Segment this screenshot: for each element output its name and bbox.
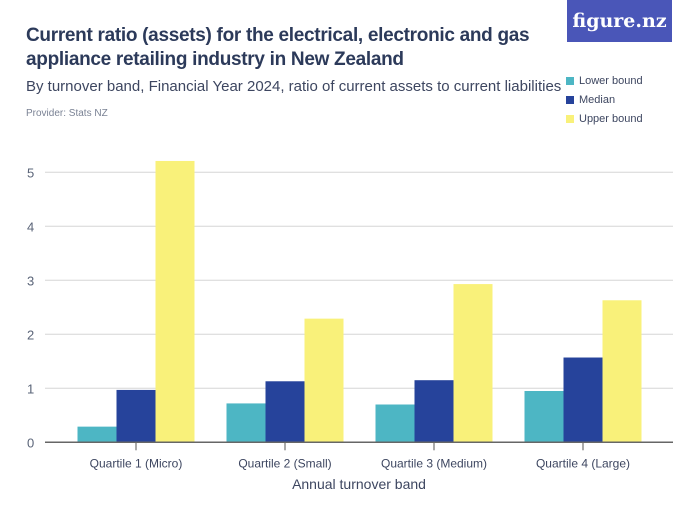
y-tick-label: 1	[27, 381, 34, 396]
legend-label: Lower bound	[579, 75, 643, 87]
provider-text: Provider: Stats NZ	[26, 108, 108, 119]
legend-label: Median	[579, 94, 616, 106]
x-tick-label: Quartile 4 (Large)	[536, 456, 630, 470]
legend-item-upper: Upper bound	[566, 113, 643, 125]
bar-median	[563, 357, 603, 443]
chart-title: Current ratio (assets) for the electrica…	[26, 25, 530, 70]
bar-median	[414, 380, 454, 443]
y-tick-label: 2	[27, 327, 34, 342]
legend-item-median: Median	[566, 94, 615, 106]
bar-median	[116, 389, 156, 443]
bar-upper-bound	[602, 300, 642, 443]
x-tick-label: Quartile 1 (Micro)	[90, 456, 183, 470]
bar-lower-bound	[226, 403, 266, 443]
chart-subtitle: By turnover band, Financial Year 2024, r…	[26, 78, 562, 95]
bar-upper-bound	[155, 160, 195, 443]
bar-lower-bound	[375, 404, 415, 443]
x-tick-label: Quartile 2 (Small)	[238, 456, 331, 470]
bar-upper-bound	[304, 318, 344, 443]
y-tick-label: 5	[27, 165, 34, 180]
bar-lower-bound	[524, 391, 564, 443]
x-tick-label: Quartile 3 (Medium)	[381, 456, 487, 470]
bar-upper-bound	[453, 284, 493, 443]
y-tick-label: 0	[27, 435, 34, 450]
y-tick-label: 3	[27, 273, 34, 288]
legend-swatch	[566, 96, 574, 104]
x-axis-title: Annual turnover band	[292, 476, 426, 492]
figure-nz-logo[interactable]: figure.nz	[567, 0, 672, 42]
bar-median	[265, 381, 305, 443]
legend-item-lower: Lower bound	[566, 75, 643, 87]
legend-swatch	[566, 115, 574, 123]
bar-lower-bound	[77, 426, 117, 443]
legend-swatch	[566, 77, 574, 85]
y-tick-label: 4	[27, 219, 34, 234]
legend-label: Upper bound	[579, 113, 643, 125]
